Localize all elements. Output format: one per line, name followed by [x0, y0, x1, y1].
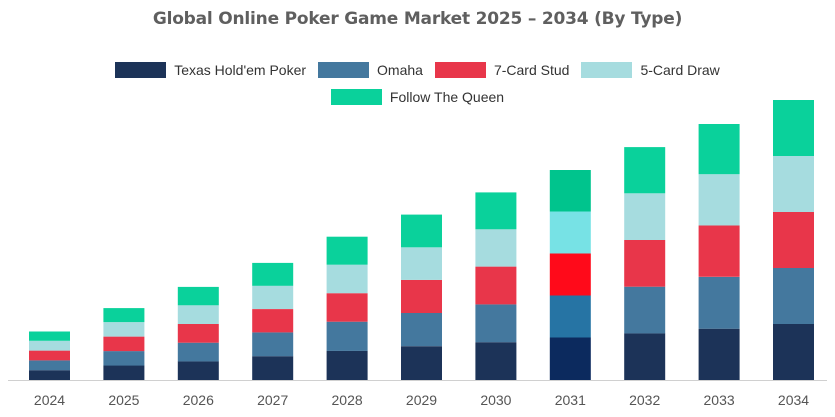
bar-segment-5-card-draw-2033[interactable] [698, 174, 740, 226]
bar-segment-5-card-draw-2031[interactable] [549, 211, 591, 254]
bar-segment-follow-the-queen-2029[interactable] [401, 214, 442, 248]
x-tick-label: 2026 [183, 392, 214, 408]
bar-segment-texas-hold-em-poker-2024[interactable] [29, 370, 70, 380]
x-tick-label: 2027 [257, 392, 288, 408]
bar-segment-7-card-stud-2031[interactable] [549, 253, 591, 296]
legend-label: Texas Hold'em Poker [174, 61, 307, 78]
bar-segment-omaha-2025[interactable] [103, 351, 145, 366]
chart-title: Global Online Poker Game Market 2025 – 2… [152, 9, 683, 29]
bar-segment-texas-hold-em-poker-2034[interactable] [773, 324, 814, 380]
bar-segment-follow-the-queen-2031[interactable] [549, 170, 591, 212]
x-tick-label: 2031 [555, 392, 586, 408]
bar-segment-7-card-stud-2026[interactable] [177, 324, 219, 343]
bar-segment-5-card-draw-2032[interactable] [624, 193, 666, 240]
legend-swatch [115, 61, 167, 78]
bar-segment-5-card-draw-2029[interactable] [401, 247, 442, 280]
legend-swatch [581, 61, 633, 78]
bar-segment-follow-the-queen-2025[interactable] [103, 308, 145, 323]
bar-segment-omaha-2028[interactable] [326, 321, 368, 351]
bar-segment-texas-hold-em-poker-2029[interactable] [401, 346, 442, 380]
x-tick-label: 2030 [480, 392, 511, 408]
bar-segment-texas-hold-em-poker-2026[interactable] [177, 361, 219, 380]
bar-segment-omaha-2034[interactable] [773, 268, 814, 324]
x-tick-label: 2032 [629, 392, 660, 408]
x-tick-label: 2034 [778, 392, 809, 408]
bar-segment-omaha-2024[interactable] [29, 360, 70, 371]
bar-segment-omaha-2033[interactable] [698, 276, 740, 329]
bar-segment-follow-the-queen-2030[interactable] [475, 192, 517, 230]
bar-segment-7-card-stud-2029[interactable] [401, 279, 442, 313]
bar-segment-5-card-draw-2028[interactable] [326, 264, 368, 294]
bar-segment-follow-the-queen-2026[interactable] [177, 286, 219, 306]
bar-segment-texas-hold-em-poker-2027[interactable] [252, 356, 294, 380]
bar-segment-omaha-2030[interactable] [475, 304, 517, 343]
bar-segment-5-card-draw-2024[interactable] [29, 340, 70, 351]
legend-item-5-card-draw[interactable]: 5-Card Draw [581, 61, 720, 78]
bar-segment-texas-hold-em-poker-2030[interactable] [475, 342, 517, 380]
legend-label: Follow The Queen [389, 88, 505, 105]
legend-label: 7-Card Stud [493, 61, 570, 78]
x-tick-label: 2029 [406, 392, 437, 408]
bar-segment-texas-hold-em-poker-2033[interactable] [698, 328, 740, 380]
bar-segment-omaha-2026[interactable] [177, 342, 219, 362]
bar-segment-omaha-2032[interactable] [624, 286, 666, 334]
x-tick-label: 2033 [704, 392, 735, 408]
bar-segment-follow-the-queen-2033[interactable] [698, 124, 740, 175]
bar-segment-omaha-2027[interactable] [252, 332, 294, 357]
bar-segment-7-card-stud-2032[interactable] [624, 240, 666, 287]
bar-segment-5-card-draw-2027[interactable] [252, 285, 294, 309]
bar-segment-omaha-2031[interactable] [549, 295, 591, 338]
bar-segment-texas-hold-em-poker-2025[interactable] [103, 365, 145, 381]
bar-segment-follow-the-queen-2027[interactable] [252, 262, 294, 286]
legend-item-omaha[interactable]: Omaha [318, 61, 423, 78]
legend-swatch [318, 61, 370, 78]
bar-segment-texas-hold-em-poker-2028[interactable] [326, 350, 368, 380]
legend-swatch [434, 61, 486, 78]
legend-item-follow-the-queen[interactable]: Follow The Queen [330, 88, 505, 105]
bar-segment-omaha-2029[interactable] [401, 313, 442, 347]
chart-legend: Texas Hold'em Poker Omaha 7-Card Stud 5-… [0, 56, 835, 110]
bar-segment-7-card-stud-2024[interactable] [29, 350, 70, 361]
legend-row-2: Follow The Queen [0, 83, 835, 110]
bar-segment-5-card-draw-2026[interactable] [177, 305, 219, 324]
bar-segment-5-card-draw-2034[interactable] [773, 156, 814, 212]
x-tick-label: 2028 [332, 392, 363, 408]
bar-segment-follow-the-queen-2024[interactable] [29, 331, 70, 341]
legend-item-7-card-stud[interactable]: 7-Card Stud [434, 61, 570, 78]
bar-segment-follow-the-queen-2028[interactable] [326, 236, 368, 265]
legend-row-1: Texas Hold'em Poker Omaha 7-Card Stud 5-… [0, 56, 835, 83]
legend-swatch [330, 88, 382, 105]
bar-segment-7-card-stud-2028[interactable] [326, 293, 368, 322]
bar-segment-7-card-stud-2034[interactable] [773, 212, 814, 268]
bar-segment-7-card-stud-2030[interactable] [475, 266, 517, 305]
legend-label: Omaha [377, 61, 423, 78]
bar-segment-7-card-stud-2025[interactable] [103, 336, 145, 352]
bar-segment-follow-the-queen-2034[interactable] [773, 100, 814, 156]
bar-segment-7-card-stud-2027[interactable] [252, 309, 294, 333]
x-tick-label: 2025 [108, 392, 139, 408]
legend-item-texas-holdem[interactable]: Texas Hold'em Poker [115, 61, 307, 78]
bar-segment-5-card-draw-2025[interactable] [103, 322, 145, 337]
bar-segment-texas-hold-em-poker-2031[interactable] [549, 337, 591, 381]
legend-label: 5-Card Draw [640, 61, 720, 78]
bar-segment-texas-hold-em-poker-2032[interactable] [624, 333, 666, 380]
bar-segment-5-card-draw-2030[interactable] [475, 229, 517, 267]
bar-segment-7-card-stud-2033[interactable] [698, 225, 740, 277]
bar-segment-follow-the-queen-2032[interactable] [624, 147, 666, 194]
x-tick-label: 2024 [34, 392, 65, 408]
